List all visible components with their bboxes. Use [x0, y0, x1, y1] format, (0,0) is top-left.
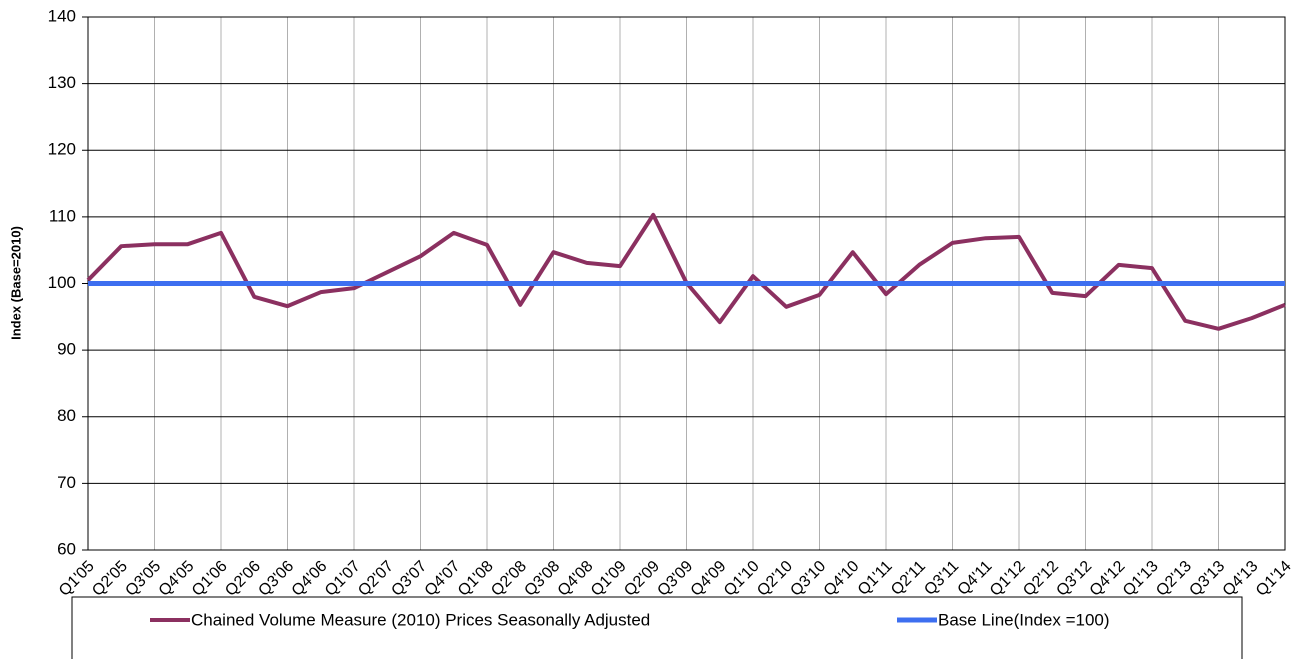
x-tick-label: Q4'11 [955, 558, 996, 599]
x-tick-label: Q1'12 [987, 558, 1029, 600]
x-tick-label: Q3'12 [1053, 558, 1095, 600]
x-tick-label: Q1'06 [189, 558, 231, 600]
x-tick-label: Q1'11 [855, 558, 896, 599]
x-tick-label: Q2'08 [488, 558, 530, 600]
x-tick-label: Q1'07 [322, 558, 364, 600]
x-tick-label: Q4'07 [422, 558, 464, 600]
x-tick-label: Q3'11 [921, 558, 962, 599]
y-tick-label: 100 [48, 273, 76, 292]
y-axis-label: Index (Base=2010) [8, 226, 23, 340]
x-tick-label: Q4'05 [156, 558, 198, 600]
x-tick-label: Q3'10 [787, 558, 829, 600]
x-tick-label: Q1'10 [721, 558, 763, 600]
legend [71, 596, 1243, 659]
x-tick-label: Q2'13 [1153, 558, 1195, 600]
legend-label: Chained Volume Measure (2010) Prices Sea… [191, 610, 650, 629]
x-tick-label: Q2'06 [222, 558, 264, 600]
y-tick-label: 130 [48, 73, 76, 92]
x-tick-label: Q2'09 [621, 558, 663, 600]
y-tick-label: 90 [57, 340, 76, 359]
y-tick-label: 120 [48, 140, 76, 159]
x-tick-label: Q3'13 [1186, 558, 1228, 600]
legend-label: Base Line(Index =100) [938, 610, 1110, 629]
x-tick-label: Q1'14 [1253, 558, 1295, 600]
x-tick-label: Q1'08 [455, 558, 497, 600]
y-tick-label: 110 [49, 206, 76, 225]
x-tick-label: Q1'13 [1120, 558, 1162, 600]
x-tick-label: Q2'05 [89, 558, 131, 600]
x-tick-label: Q2'11 [888, 558, 929, 599]
y-tick-label: 140 [48, 6, 76, 25]
y-tick-label: 60 [57, 539, 76, 558]
x-tick-label: Q2'12 [1020, 558, 1062, 600]
x-tick-label: Q3'08 [521, 558, 563, 600]
x-tick-label: Q3'07 [388, 558, 430, 600]
y-tick-label: 70 [57, 473, 76, 492]
x-tick-label: Q2'07 [355, 558, 397, 600]
y-tick-label: 80 [57, 406, 76, 425]
x-tick-label: Q4'08 [555, 558, 597, 600]
x-tick-label: Q2'10 [754, 558, 796, 600]
x-tick-label: Q3'06 [255, 558, 297, 600]
x-tick-label: Q4'13 [1220, 558, 1262, 600]
x-tick-label: Q1'05 [56, 558, 98, 600]
x-tick-label: Q4'06 [289, 558, 331, 600]
x-tick-label: Q4'09 [688, 558, 730, 600]
x-tick-label: Q4'12 [1087, 558, 1129, 600]
x-tick-label: Q4'10 [821, 558, 863, 600]
x-tick-label: Q3'09 [654, 558, 696, 600]
x-tick-label: Q1'09 [588, 558, 630, 600]
x-tick-label: Q3'05 [122, 558, 164, 600]
